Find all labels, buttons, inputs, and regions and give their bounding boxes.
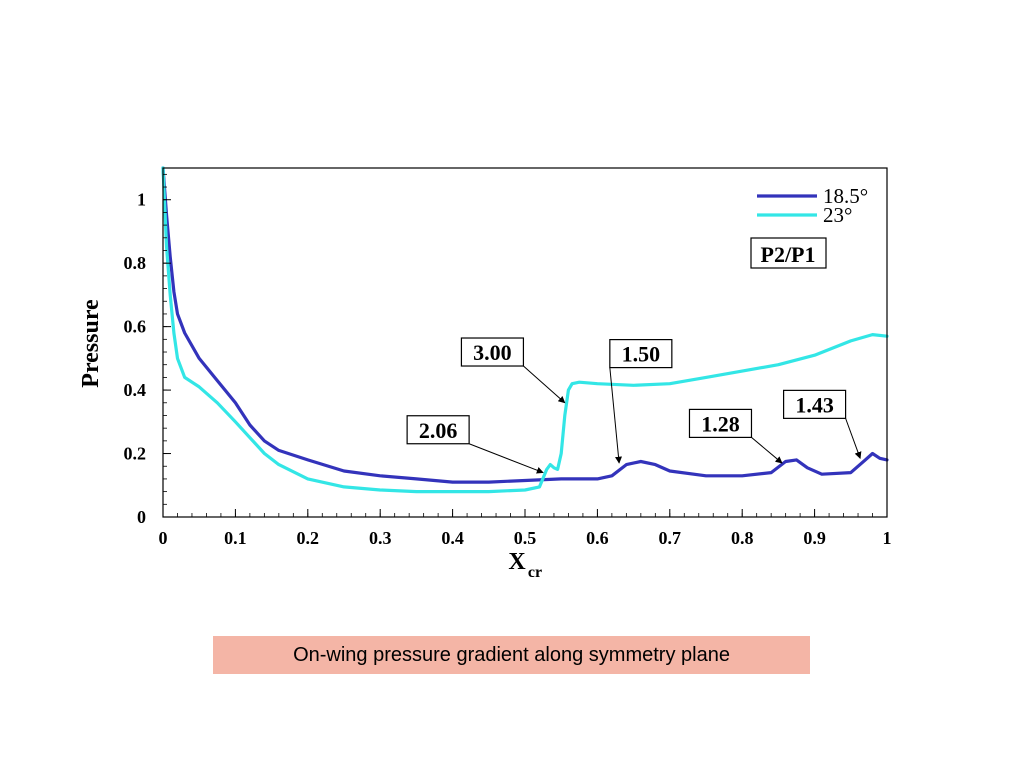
annotation-label-0: 3.00 — [473, 340, 512, 365]
y-tick-label: 0.6 — [124, 317, 147, 337]
annotation-label-3: 1.28 — [701, 411, 740, 436]
x-tick-label: 0.8 — [731, 528, 754, 548]
y-tick-label: 0.8 — [124, 253, 147, 273]
x-axis-label: X — [508, 549, 526, 575]
ratio-label-text: P2/P1 — [761, 242, 816, 267]
annotation-arrow-0 — [523, 365, 566, 404]
ratio-label-box: P2/P1 — [750, 237, 827, 269]
y-tick-label: 1 — [137, 190, 146, 210]
annotation-box-4 — [782, 389, 847, 419]
plot-frame — [162, 167, 888, 518]
slide-caption: On-wing pressure gradient along symmetry… — [213, 636, 810, 674]
x-tick-label: 0.2 — [297, 528, 320, 548]
legend-label-0: 18.5° — [823, 184, 868, 208]
x-tick-label: 0.5 — [514, 528, 537, 548]
ratio-label-frame — [750, 237, 827, 269]
annotation-box-1 — [609, 339, 673, 369]
y-tick-label: 0.4 — [124, 380, 147, 400]
annotation-label-4: 1.43 — [795, 392, 834, 417]
x-tick-label: 0 — [159, 528, 168, 548]
x-tick-label: 0.7 — [659, 528, 682, 548]
x-tick-label: 0.3 — [369, 528, 392, 548]
x-tick-label: 0.6 — [586, 528, 609, 548]
series-line-1 — [161, 166, 889, 494]
annotation-box-2 — [406, 415, 470, 445]
y-tick-label: 0 — [137, 507, 146, 527]
x-tick-label: 0.1 — [224, 528, 247, 548]
x-tick-label: 0.9 — [803, 528, 826, 548]
annotation-box-3 — [688, 408, 753, 439]
annotation-arrow-4 — [845, 418, 862, 459]
annotation-arrow-2 — [468, 443, 544, 474]
legend-label-1: 23° — [823, 203, 852, 227]
annotation-arrow-3 — [751, 437, 783, 464]
y-axis-label: Pressure — [78, 299, 104, 388]
pressure-chart: 0 0.1 0.2 0.3 0.4 0.5 0.6 0.7 0.8 0.9 1 0 0.2 0.4 0.6 0… — [78, 166, 892, 581]
x-tick-label: 1 — [883, 528, 892, 548]
annotation-box-0 — [460, 337, 525, 367]
x-axis-label-subscript: cr — [528, 564, 542, 581]
annotation-label-2: 2.06 — [419, 418, 458, 443]
annotation-arrow-1 — [609, 367, 622, 464]
y-tick-label: 0.2 — [124, 444, 147, 464]
x-tick-label: 0.4 — [441, 528, 464, 548]
annotation-label-1: 1.50 — [622, 342, 661, 367]
